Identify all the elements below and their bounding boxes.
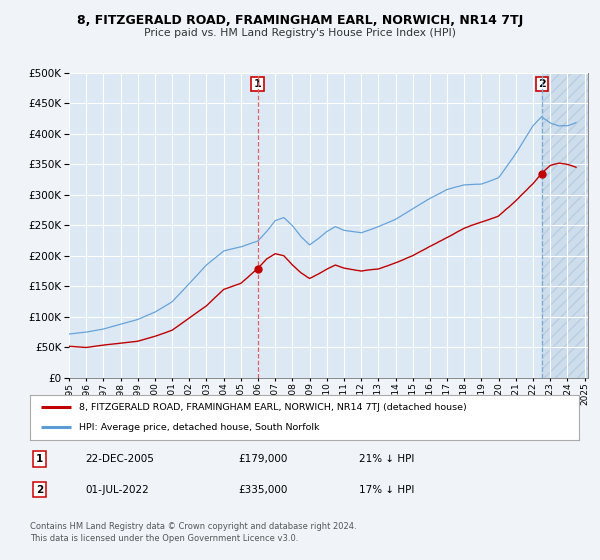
Text: 8, FITZGERALD ROAD, FRAMINGHAM EARL, NORWICH, NR14 7TJ: 8, FITZGERALD ROAD, FRAMINGHAM EARL, NOR… [77, 14, 523, 27]
Text: 22-DEC-2005: 22-DEC-2005 [85, 454, 154, 464]
Text: Contains HM Land Registry data © Crown copyright and database right 2024.: Contains HM Land Registry data © Crown c… [30, 522, 356, 531]
Bar [542, 73, 588, 378]
Text: 8, FITZGERALD ROAD, FRAMINGHAM EARL, NORWICH, NR14 7TJ (detached house): 8, FITZGERALD ROAD, FRAMINGHAM EARL, NOR… [79, 403, 467, 412]
Text: HPI: Average price, detached house, South Norfolk: HPI: Average price, detached house, Sout… [79, 423, 320, 432]
Text: This data is licensed under the Open Government Licence v3.0.: This data is licensed under the Open Gov… [30, 534, 298, 543]
Text: 1: 1 [36, 454, 44, 464]
Text: £335,000: £335,000 [239, 484, 288, 494]
Text: 2: 2 [36, 484, 44, 494]
Text: 1: 1 [254, 79, 262, 89]
Text: 01-JUL-2022: 01-JUL-2022 [85, 484, 149, 494]
Bar [257, 73, 542, 378]
Text: Price paid vs. HM Land Registry's House Price Index (HPI): Price paid vs. HM Land Registry's House … [144, 28, 456, 38]
Text: 2: 2 [538, 79, 545, 89]
Text: £179,000: £179,000 [239, 454, 288, 464]
Text: 21% ↓ HPI: 21% ↓ HPI [359, 454, 415, 464]
Text: 17% ↓ HPI: 17% ↓ HPI [359, 484, 415, 494]
